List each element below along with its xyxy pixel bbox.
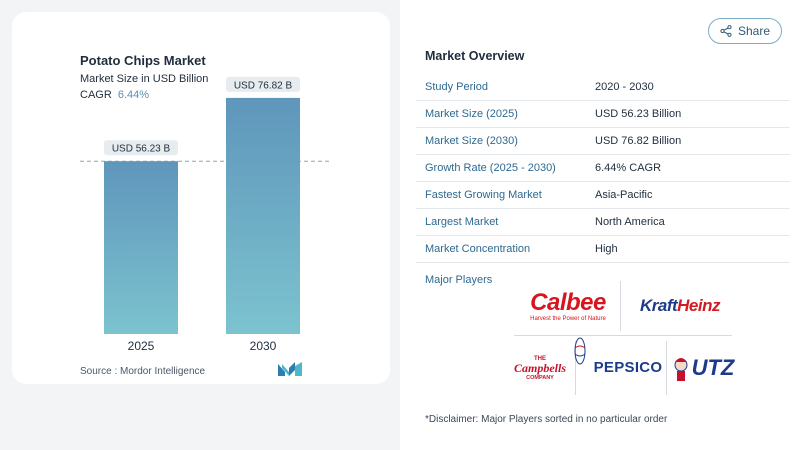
campbell-company: COMPANY — [526, 374, 554, 381]
source-text: Source : Mordor Intelligence — [80, 366, 206, 377]
bar-2025 — [104, 161, 178, 334]
data-label-bg — [104, 140, 178, 156]
pepsico-name: PEPSICO — [593, 358, 663, 376]
calbee-name: Calbee — [530, 288, 606, 316]
row-value: North America — [595, 216, 665, 228]
chart-subtitle: Market Size in USD Billion — [80, 73, 209, 85]
row-label: Largest Market — [425, 216, 499, 228]
row-value: USD 76.82 Billion — [595, 135, 682, 147]
overview-row-study-period: Study Period 2020 - 2030 — [416, 74, 790, 101]
divider — [666, 341, 667, 395]
bar-2030 — [226, 97, 300, 334]
pepsico-globe-icon — [574, 337, 586, 365]
campbell-logo: THE Campbells COMPANY — [508, 343, 572, 393]
bar-chart: USD 56.23 B 2025 USD 76.82 B 2030 — [80, 76, 330, 353]
x-tick-label: 2025 — [128, 339, 155, 353]
calbee-logo: Calbee Harvest the Power of Nature — [520, 283, 616, 329]
overview-row-growth-rate: Growth Rate (2025 - 2030) 6.44% CAGR — [416, 155, 790, 182]
overview-row-size-2025: Market Size (2025) USD 56.23 Billion — [416, 101, 790, 128]
chart-card: Potato Chips Market Market Size in USD B… — [12, 12, 390, 384]
row-label: Study Period — [425, 81, 488, 93]
row-value: 2020 - 2030 — [595, 81, 654, 93]
row-label: Market Size (2030) — [425, 135, 518, 147]
disclaimer: *Disclaimer: Major Players sorted in no … — [425, 414, 668, 425]
kraft-heinz-logo: KraftHeinz — [624, 283, 736, 329]
cagr-value: 6.44% — [117, 89, 150, 101]
share-label: Share — [737, 24, 771, 38]
campbell-name: Campbells — [513, 360, 566, 375]
row-label: Market Size (2025) — [425, 108, 518, 120]
data-label: USD 56.23 B — [112, 144, 171, 155]
market-overview-panel: Share Market Overview Study Period 2020 … — [400, 0, 800, 450]
row-value: Asia-Pacific — [595, 189, 653, 201]
utz-girl-icon — [674, 358, 688, 381]
overview-row-largest-market: Largest Market North America — [416, 209, 790, 236]
overview-title: Market Overview — [425, 49, 525, 63]
major-players-logos: Calbee Harvest the Power of Nature Kraft… — [508, 279, 738, 397]
row-value: 6.44% CAGR — [595, 162, 662, 174]
pepsico-logo: PEPSICO — [574, 337, 666, 395]
mordor-logo-icon — [278, 362, 302, 376]
chart-cagr: CAGR 6.44% — [80, 89, 149, 101]
row-label: Fastest Growing Market — [425, 189, 542, 201]
utz-logo: UTZ — [668, 343, 738, 393]
x-tick-label: 2030 — [250, 339, 277, 353]
calbee-tagline: Harvest the Power of Nature — [530, 315, 606, 322]
row-label: Growth Rate (2025 - 2030) — [425, 162, 556, 174]
divider — [514, 335, 732, 336]
campbell-the: THE — [534, 355, 546, 362]
row-value: High — [595, 243, 618, 255]
row-value: USD 56.23 Billion — [595, 108, 682, 120]
divider — [620, 281, 621, 331]
data-label-bg — [226, 76, 300, 92]
overview-row-size-2030: Market Size (2030) USD 76.82 Billion — [416, 128, 790, 155]
overview-row-concentration: Market Concentration High — [416, 236, 790, 263]
cagr-label: CAGR — [80, 89, 112, 101]
kraft-heinz-name: KraftHeinz — [639, 296, 721, 315]
share-button[interactable]: Share — [708, 18, 782, 44]
divider — [575, 341, 576, 395]
major-players-label: Major Players — [425, 274, 493, 286]
chart-title: Potato Chips Market — [80, 53, 206, 68]
share-icon — [720, 25, 732, 37]
overview-table: Study Period 2020 - 2030 Market Size (20… — [416, 74, 790, 263]
overview-row-fastest-market: Fastest Growing Market Asia-Pacific — [416, 182, 790, 209]
row-label: Market Concentration — [425, 243, 531, 255]
data-label: USD 76.82 B — [234, 80, 293, 91]
utz-name: UTZ — [691, 355, 735, 380]
